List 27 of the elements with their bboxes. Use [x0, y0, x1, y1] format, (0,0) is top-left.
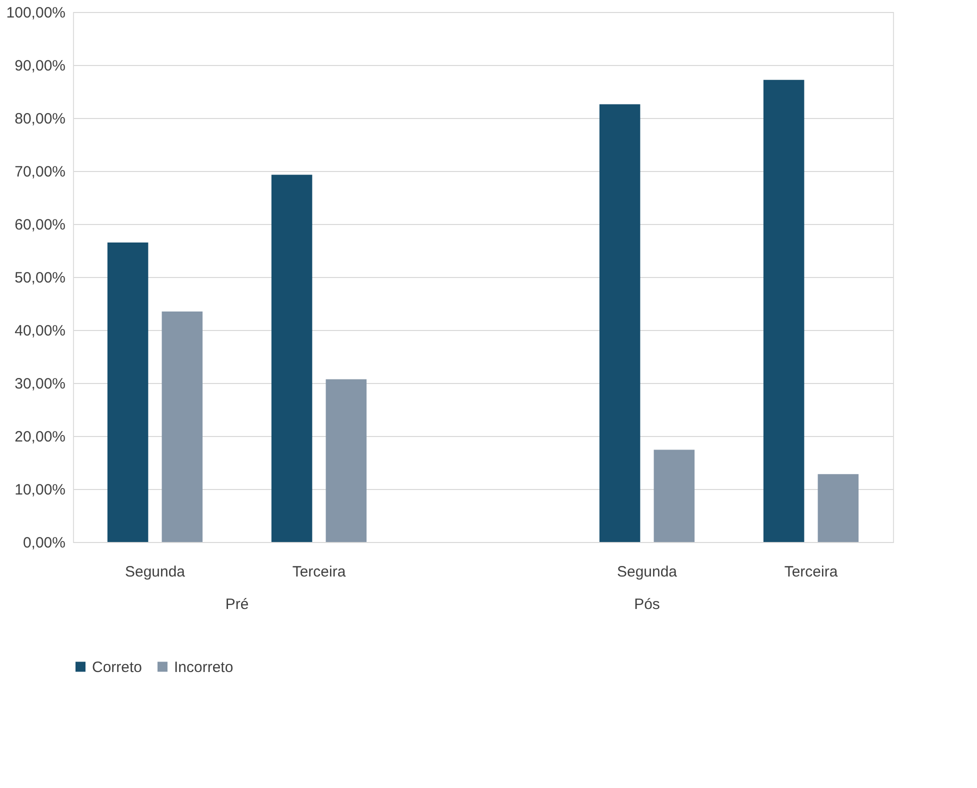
legend-label: Correto: [92, 658, 142, 676]
y-tick-label: 90,00%: [14, 58, 66, 74]
legend-label: Incorreto: [174, 658, 234, 676]
y-tick-label: 70,00%: [14, 164, 66, 180]
bar: [107, 242, 148, 542]
text: Pré: [225, 596, 249, 613]
y-tick-label: 10,00%: [14, 482, 66, 498]
y-tick-label: 0,00%: [22, 534, 66, 552]
y-tick-label: 80,00%: [14, 110, 66, 128]
x-tick-label: Segunda: [616, 564, 678, 580]
bar: [326, 379, 367, 542]
y-tick-label: 60,00%: [14, 216, 66, 234]
bar: [271, 174, 312, 542]
bar: [818, 474, 859, 542]
bar: [654, 450, 695, 542]
x-tick-label: Terceira: [784, 564, 838, 580]
bar: [162, 311, 203, 542]
y-tick-label: 100,00%: [6, 4, 66, 22]
y-tick-label: 20,00%: [14, 428, 66, 446]
x-tick-label: Terceira: [292, 564, 346, 580]
y-tick-label: 50,00%: [14, 270, 66, 286]
y-tick-label: 40,00%: [14, 322, 66, 340]
bar: [763, 80, 804, 542]
text: Pós: [634, 596, 660, 613]
x-tick-label: Segunda: [124, 564, 186, 580]
y-tick-label: 30,00%: [14, 376, 66, 392]
bar: [599, 104, 640, 542]
